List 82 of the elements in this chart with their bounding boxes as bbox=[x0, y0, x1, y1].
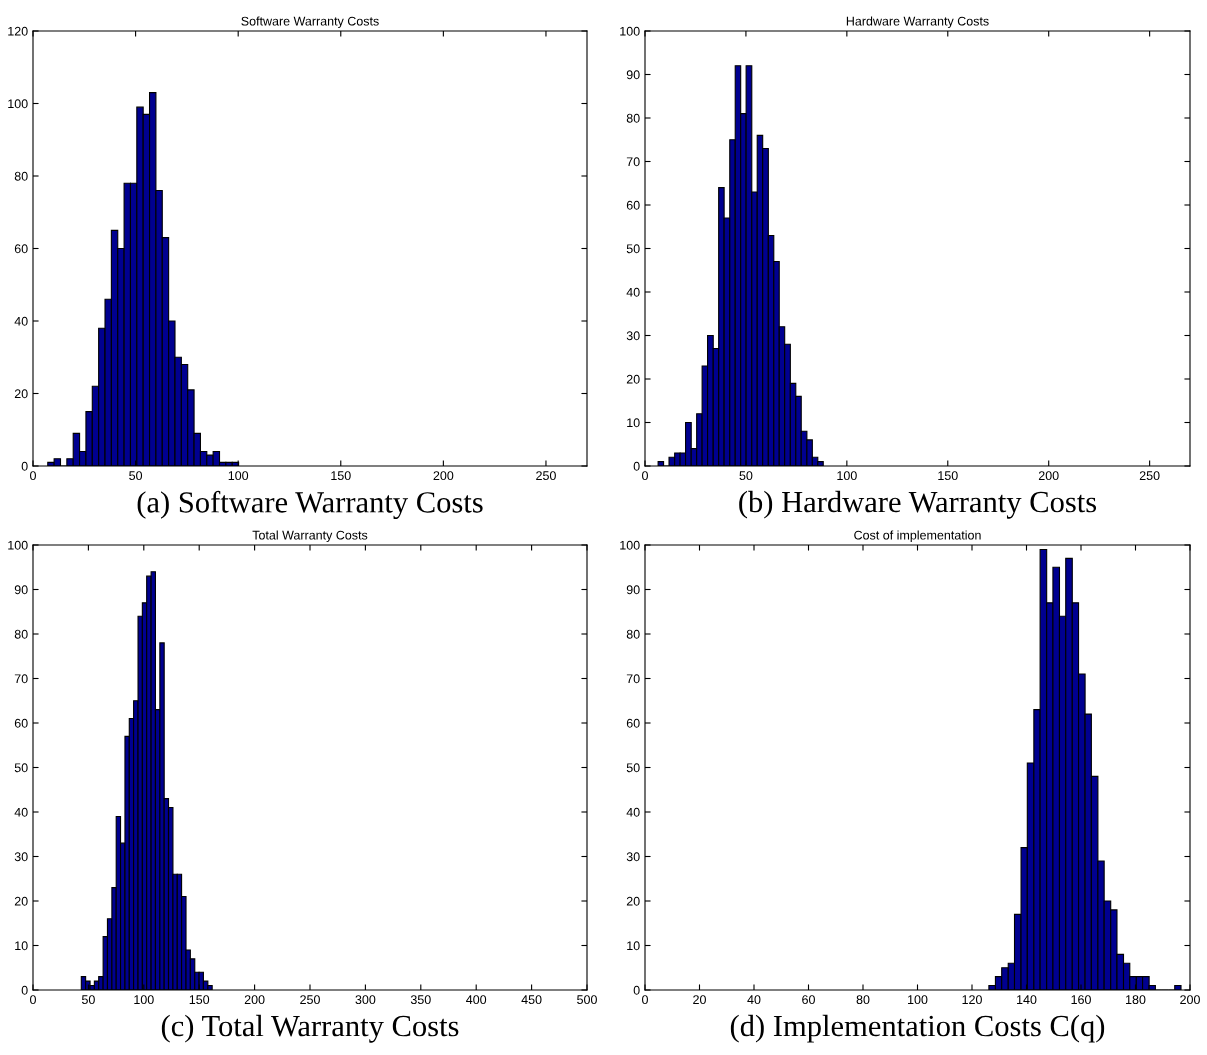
y-tick-label: 100 bbox=[8, 99, 28, 109]
y-tick-label: 90 bbox=[14, 585, 28, 595]
y-tick-label: 70 bbox=[626, 674, 640, 684]
y-tick-label: 0 bbox=[21, 985, 28, 995]
y-tick-label: 40 bbox=[14, 807, 28, 817]
y-tick-label: 30 bbox=[626, 331, 640, 341]
y-tick-label: 40 bbox=[626, 287, 640, 297]
x-tick-label: 50 bbox=[81, 995, 95, 1005]
x-tick-label: 150 bbox=[938, 471, 958, 481]
x-tick-label: 0 bbox=[30, 995, 36, 1005]
y-tick-label: 60 bbox=[14, 718, 28, 728]
x-tick-label: 250 bbox=[536, 471, 556, 481]
y-tick-label: 90 bbox=[626, 585, 640, 595]
x-tick-label: 0 bbox=[642, 995, 648, 1005]
x-tick-label: 20 bbox=[693, 995, 706, 1005]
x-tick-label: 250 bbox=[1139, 471, 1160, 481]
x-axis-title: (d) Implementation Costs C(q) bbox=[730, 1014, 1105, 1043]
y-tick-label: 50 bbox=[14, 763, 28, 773]
y-tick-label: 60 bbox=[14, 244, 28, 254]
x-tick-label: 150 bbox=[189, 995, 210, 1005]
x-tick-label: 200 bbox=[1180, 995, 1200, 1005]
x-tick-label: 100 bbox=[134, 995, 154, 1005]
x-axis-title: (b) Hardware Warranty Costs bbox=[739, 490, 1097, 519]
x-tick-label: 350 bbox=[410, 995, 431, 1005]
y-tick-label: 30 bbox=[626, 852, 640, 862]
x-tick-label: 150 bbox=[331, 471, 351, 481]
y-tick-label: 10 bbox=[627, 941, 640, 951]
y-tick-label: 100 bbox=[620, 540, 640, 550]
x-tick-label: 300 bbox=[355, 995, 376, 1005]
x-tick-label: 180 bbox=[1126, 995, 1146, 1005]
y-tick-label: 20 bbox=[14, 896, 28, 906]
x-axis-title: (a) Software Warranty Costs bbox=[137, 490, 483, 519]
y-tick-label: 10 bbox=[627, 418, 640, 428]
chart-title: Cost of implementation bbox=[854, 530, 981, 543]
y-tick-label: 0 bbox=[21, 461, 28, 471]
x-tick-label: 80 bbox=[856, 995, 870, 1005]
x-tick-label: 60 bbox=[802, 995, 815, 1005]
x-tick-label: 450 bbox=[521, 995, 542, 1005]
x-axis-title: (c) Total Warranty Costs bbox=[161, 1014, 459, 1043]
y-tick-label: 70 bbox=[626, 157, 640, 167]
chart-title: Total Warranty Costs bbox=[252, 530, 368, 543]
x-tick-label: 100 bbox=[908, 995, 928, 1005]
x-tick-label: 100 bbox=[228, 471, 249, 481]
y-tick-label: 120 bbox=[8, 26, 28, 36]
x-tick-label: 40 bbox=[747, 995, 761, 1005]
y-tick-label: 20 bbox=[626, 896, 640, 906]
x-tick-label: 100 bbox=[837, 471, 857, 481]
y-tick-label: 20 bbox=[626, 374, 640, 384]
y-tick-label: 40 bbox=[14, 316, 28, 326]
y-tick-label: 60 bbox=[626, 718, 640, 728]
x-tick-label: 0 bbox=[642, 471, 648, 481]
x-tick-label: 400 bbox=[466, 995, 487, 1005]
chart-title: Hardware Warranty Costs bbox=[846, 16, 989, 29]
y-tick-label: 80 bbox=[626, 113, 640, 123]
y-tick-label: 70 bbox=[14, 674, 28, 684]
x-tick-label: 200 bbox=[433, 471, 454, 481]
x-tick-label: 120 bbox=[962, 995, 982, 1005]
x-tick-label: 250 bbox=[300, 995, 320, 1005]
x-tick-label: 200 bbox=[244, 995, 265, 1005]
y-tick-label: 100 bbox=[8, 540, 28, 550]
y-tick-label: 60 bbox=[626, 200, 640, 210]
y-tick-label: 90 bbox=[626, 70, 640, 80]
x-tick-label: 140 bbox=[1017, 995, 1037, 1005]
y-tick-label: 10 bbox=[15, 941, 28, 951]
x-tick-label: 50 bbox=[739, 471, 753, 481]
y-tick-label: 80 bbox=[626, 629, 640, 639]
chart-title: Software Warranty Costs bbox=[241, 16, 379, 29]
x-tick-label: 500 bbox=[577, 995, 597, 1005]
y-tick-label: 80 bbox=[14, 629, 28, 639]
y-tick-label: 30 bbox=[14, 852, 28, 862]
x-tick-label: 200 bbox=[1038, 471, 1059, 481]
y-tick-label: 0 bbox=[633, 985, 640, 995]
x-tick-label: 0 bbox=[30, 471, 36, 481]
x-tick-label: 160 bbox=[1071, 995, 1091, 1005]
x-tick-label: 50 bbox=[129, 471, 143, 481]
y-tick-label: 80 bbox=[14, 171, 28, 181]
y-tick-label: 50 bbox=[626, 244, 640, 254]
y-tick-label: 0 bbox=[633, 461, 640, 471]
y-tick-label: 100 bbox=[620, 26, 640, 36]
y-tick-label: 40 bbox=[626, 807, 640, 817]
y-tick-label: 50 bbox=[626, 763, 640, 773]
y-tick-label: 20 bbox=[14, 389, 28, 399]
